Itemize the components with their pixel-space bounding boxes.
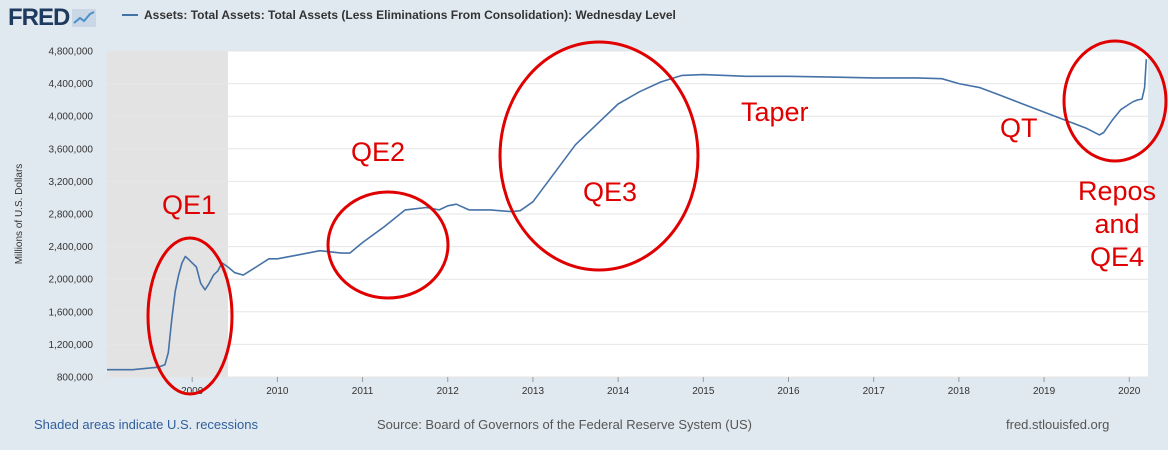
y-tick-label: 3,200,000 xyxy=(49,177,94,188)
x-tick-label: 2020 xyxy=(1118,386,1141,397)
grid-layer xyxy=(107,50,1148,378)
y-axis-label: Millions of U.S. Dollars xyxy=(14,164,25,265)
y-tick-label: 4,800,000 xyxy=(49,47,94,58)
x-tick-label: 2018 xyxy=(948,386,971,397)
y-tick-label: 2,400,000 xyxy=(49,242,94,253)
x-tick-label: 2013 xyxy=(522,386,545,397)
y-tick-label: 4,400,000 xyxy=(49,79,94,90)
series-title: Assets: Total Assets: Total Assets (Less… xyxy=(144,8,676,22)
qe1-circle xyxy=(146,236,234,396)
x-tick-label: 2019 xyxy=(1033,386,1056,397)
x-tick-label: 2010 xyxy=(266,386,289,397)
x-tick-label: 2017 xyxy=(863,386,886,397)
fred-logo[interactable]: FRED xyxy=(8,4,97,32)
y-tick-label: 1,600,000 xyxy=(49,307,94,318)
source-note: Source: Board of Governors of the Federa… xyxy=(377,417,752,432)
repos-label-line-3: QE4 xyxy=(1090,242,1144,272)
series-line-total-assets xyxy=(107,59,1148,371)
x-axis-ticks: 2009 2010 2011 2012 2013 2014 2015 2016 2017 2018… xyxy=(181,377,1141,397)
chart: 800,000 1,200,000 1,600,000 2,000,000 2,400,… xyxy=(14,39,1168,397)
qe3-label: QE3 xyxy=(583,177,637,207)
repos-label-line-2: and xyxy=(1094,209,1139,239)
qe1-label: QE1 xyxy=(162,190,216,220)
x-tick-label: 2011 xyxy=(352,386,374,397)
legend-line-swatch xyxy=(122,14,138,16)
x-tick-label: 2009 xyxy=(181,386,204,397)
qe2-label: QE2 xyxy=(351,137,405,167)
y-tick-label: 2,800,000 xyxy=(49,210,94,221)
y-tick-label: 1,200,000 xyxy=(49,340,94,351)
qt-label: QT xyxy=(1000,113,1038,143)
y-axis-ticks: 800,000 1,200,000 1,600,000 2,000,000 2,400,… xyxy=(49,47,94,384)
x-tick-label: 2015 xyxy=(692,386,715,397)
repos-circle xyxy=(1062,39,1168,163)
recession-note-link[interactable]: Shaded areas indicate U.S. recessions xyxy=(34,417,259,432)
x-tick-label: 2014 xyxy=(607,386,630,397)
repos-label-line-1: Repos xyxy=(1078,176,1156,206)
chart-legend: Assets: Total Assets: Total Assets (Less… xyxy=(122,8,676,22)
chart-trend-icon xyxy=(72,9,97,27)
x-tick-label: 2012 xyxy=(437,386,460,397)
qe2-circle xyxy=(326,190,450,300)
y-tick-label: 800,000 xyxy=(57,373,94,384)
x-tick-label: 2016 xyxy=(777,386,800,397)
y-tick-label: 3,600,000 xyxy=(49,144,94,155)
y-tick-label: 2,000,000 xyxy=(49,275,94,286)
logo-text: FRED xyxy=(8,4,70,31)
site-url[interactable]: fred.stlouisfed.org xyxy=(1006,417,1110,432)
y-tick-label: 4,000,000 xyxy=(49,112,94,123)
qe3-circle xyxy=(498,40,700,272)
taper-label: Taper xyxy=(741,97,809,127)
